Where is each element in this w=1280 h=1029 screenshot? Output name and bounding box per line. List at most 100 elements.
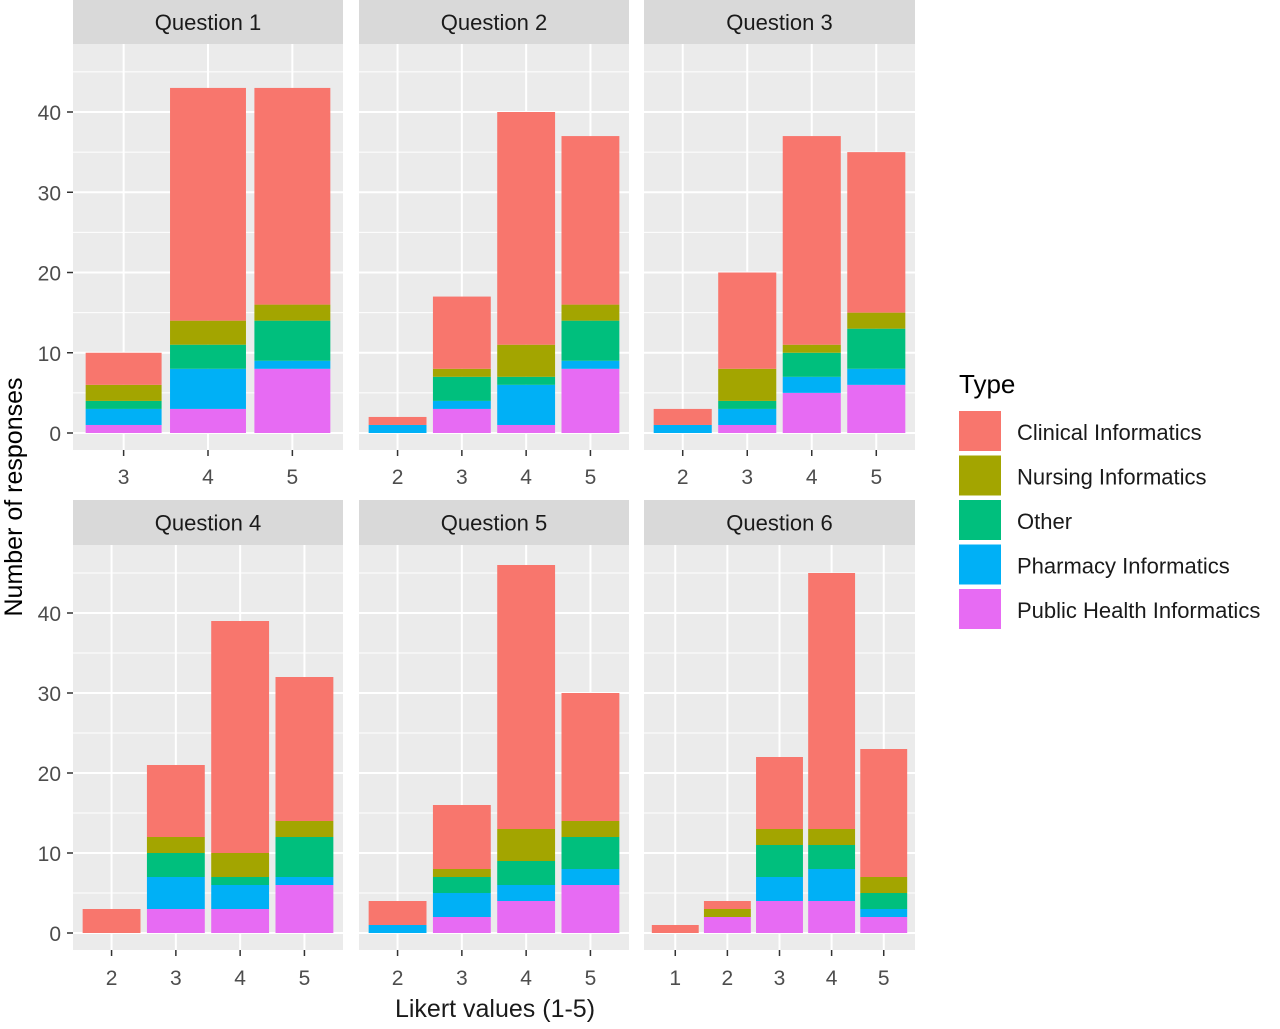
bar-segment bbox=[808, 845, 856, 869]
bar-segment bbox=[860, 917, 908, 933]
bar-segment bbox=[211, 877, 270, 885]
facet-panel: Question 2 2 3 4 5 bbox=[359, 0, 629, 489]
facet-title: Question 4 bbox=[155, 511, 261, 536]
bar-segment bbox=[561, 837, 620, 869]
bar-segment bbox=[860, 749, 908, 877]
bar-segment bbox=[170, 408, 246, 433]
y-tick-label: 0 bbox=[49, 923, 61, 946]
bar-segment bbox=[782, 344, 841, 353]
bar-segment bbox=[275, 821, 334, 837]
bar-segment bbox=[254, 87, 331, 305]
bar-segment bbox=[432, 296, 491, 369]
bar-segment bbox=[561, 368, 620, 433]
legend-swatch bbox=[959, 589, 1001, 629]
bar-segment bbox=[497, 376, 556, 385]
facet-title: Question 3 bbox=[726, 10, 832, 35]
bar-segment bbox=[432, 408, 491, 433]
bar-segment bbox=[146, 853, 205, 877]
bar-segment bbox=[718, 408, 777, 425]
facet-strip bbox=[644, 500, 915, 545]
x-tick-label: 2 bbox=[722, 967, 734, 990]
facet-strip bbox=[73, 0, 343, 44]
y-tick-label: 40 bbox=[38, 603, 61, 626]
bar-segment bbox=[497, 384, 556, 425]
bar-segment bbox=[808, 573, 856, 829]
bar-segment bbox=[170, 87, 246, 321]
facet-title: Question 1 bbox=[155, 10, 261, 35]
y-tick-label: 30 bbox=[38, 683, 61, 706]
bar-segment bbox=[432, 400, 491, 409]
facet-panel: Question 5 2 3 4 5 bbox=[359, 500, 629, 990]
facet-panel: Question 6 1 2 3 4 5 bbox=[644, 500, 915, 990]
bar-segment bbox=[85, 384, 162, 401]
bars bbox=[368, 112, 620, 433]
x-tick-label: 3 bbox=[118, 466, 130, 489]
bar-segment bbox=[847, 152, 906, 313]
y-tick-label: 10 bbox=[38, 343, 61, 366]
bar-segment bbox=[561, 869, 620, 885]
x-tick-label: 2 bbox=[392, 967, 404, 990]
bar-segment bbox=[146, 837, 205, 853]
legend-entries: Clinical Informatics Nursing Informatics O… bbox=[959, 411, 1260, 629]
x-tick-label: 3 bbox=[456, 967, 468, 990]
y-tick-label: 10 bbox=[38, 843, 61, 866]
x-tick-label: 3 bbox=[456, 466, 468, 489]
bar-segment bbox=[561, 304, 620, 321]
bar-segment bbox=[368, 416, 427, 425]
facet-panel: Question 3 2 3 4 5 bbox=[644, 0, 915, 489]
legend-swatch bbox=[959, 411, 1001, 451]
bar-segment bbox=[432, 893, 491, 917]
x-tick-label: 5 bbox=[585, 466, 597, 489]
x-tick-label: 3 bbox=[741, 466, 753, 489]
bar-segment bbox=[275, 885, 334, 933]
bar-segment bbox=[561, 136, 620, 305]
legend-label: Other bbox=[1017, 509, 1072, 534]
x-tick-label: 4 bbox=[234, 967, 246, 990]
bar-segment bbox=[847, 312, 906, 329]
facet-title: Question 6 bbox=[726, 511, 832, 536]
bar-segment bbox=[254, 368, 331, 433]
bar-segment bbox=[170, 368, 246, 409]
bars bbox=[82, 621, 334, 933]
bar-segment bbox=[782, 376, 841, 393]
legend-label: Nursing Informatics bbox=[1017, 465, 1207, 490]
bar-segment bbox=[432, 917, 491, 933]
bar-segment bbox=[497, 424, 556, 433]
bar-segment bbox=[254, 320, 331, 361]
bar-segment bbox=[85, 400, 162, 409]
bar-segment bbox=[85, 408, 162, 425]
bar-segment bbox=[756, 877, 803, 901]
facet-strip bbox=[644, 0, 915, 44]
bar-segment bbox=[860, 893, 908, 909]
bar-segment bbox=[756, 829, 803, 845]
bar-segment bbox=[847, 368, 906, 385]
x-tick-label: 5 bbox=[585, 967, 597, 990]
bar-segment bbox=[561, 821, 620, 837]
bar-segment bbox=[703, 901, 751, 909]
x-tick-label: 2 bbox=[106, 967, 118, 990]
x-tick-label: 4 bbox=[520, 466, 532, 489]
bar-segment bbox=[497, 861, 556, 885]
y-tick-label: 20 bbox=[38, 263, 61, 286]
bar-segment bbox=[85, 352, 162, 385]
bar-segment bbox=[85, 424, 162, 433]
bar-segment bbox=[146, 765, 205, 837]
bar-segment bbox=[170, 320, 246, 345]
legend-swatch bbox=[959, 500, 1001, 540]
bars bbox=[653, 136, 906, 433]
bar-segment bbox=[847, 328, 906, 369]
x-tick-label: 2 bbox=[392, 466, 404, 489]
x-tick-label: 1 bbox=[669, 967, 681, 990]
bar-segment bbox=[146, 909, 205, 933]
y-tick-label: 40 bbox=[38, 102, 61, 125]
bar-segment bbox=[432, 805, 491, 869]
x-tick-label: 5 bbox=[878, 967, 890, 990]
bar-segment bbox=[782, 136, 841, 345]
x-tick-label: 4 bbox=[520, 967, 532, 990]
legend: Type Clinical Informatics Nursing Informa… bbox=[959, 369, 1260, 629]
x-tick-label: 4 bbox=[826, 967, 838, 990]
x-tick-label: 4 bbox=[806, 466, 818, 489]
bar-segment bbox=[860, 909, 908, 917]
